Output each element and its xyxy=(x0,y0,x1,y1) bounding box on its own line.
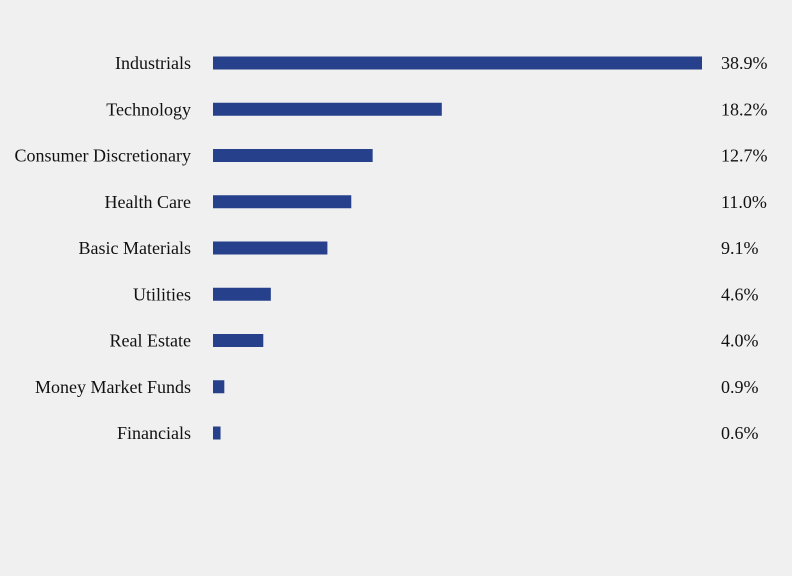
category-label-money-market-funds: Money Market Funds xyxy=(35,377,191,397)
bar-technology xyxy=(213,102,442,116)
value-label-money-market-funds: 0.9% xyxy=(721,377,759,397)
bar-real-estate xyxy=(213,334,264,347)
bar-utilities xyxy=(213,287,271,301)
value-label-real-estate: 4.0% xyxy=(721,331,759,351)
category-label-utilities: Utilities xyxy=(133,284,191,304)
value-label-utilities: 4.6% xyxy=(721,284,759,304)
category-label-consumer-discretionary: Consumer Discretionary xyxy=(15,146,191,166)
value-label-industrials: 38.9% xyxy=(721,53,768,73)
bar-money-market-funds xyxy=(213,380,225,394)
bars xyxy=(213,56,702,440)
value-label-financials: 0.6% xyxy=(721,423,759,443)
value-label-consumer-discretionary: 12.7% xyxy=(721,146,768,166)
bar-basic-materials xyxy=(213,241,328,255)
category-label-basic-materials: Basic Materials xyxy=(79,238,191,258)
value-labels: 38.9% 18.2% 12.7% 11.0% 9.1% 4.6% 4.0% 0.9% 0.6% xyxy=(721,53,768,443)
bar-financials xyxy=(213,426,221,440)
category-label-technology: Technology xyxy=(106,99,191,119)
value-label-basic-materials: 9.1% xyxy=(721,238,759,258)
category-labels: Industrials Technology Consumer Discretion… xyxy=(15,53,191,443)
category-label-financials: Financials xyxy=(117,423,191,443)
category-label-real-estate: Real Estate xyxy=(110,331,191,351)
category-label-health-care: Health Care xyxy=(105,192,191,212)
bar-consumer-discretionary xyxy=(213,149,373,162)
category-label-industrials: Industrials xyxy=(115,53,191,73)
value-label-technology: 18.2% xyxy=(721,99,768,119)
bar-health-care xyxy=(213,195,352,209)
bar-industrials xyxy=(213,56,702,70)
value-label-health-care: 11.0% xyxy=(721,192,767,212)
